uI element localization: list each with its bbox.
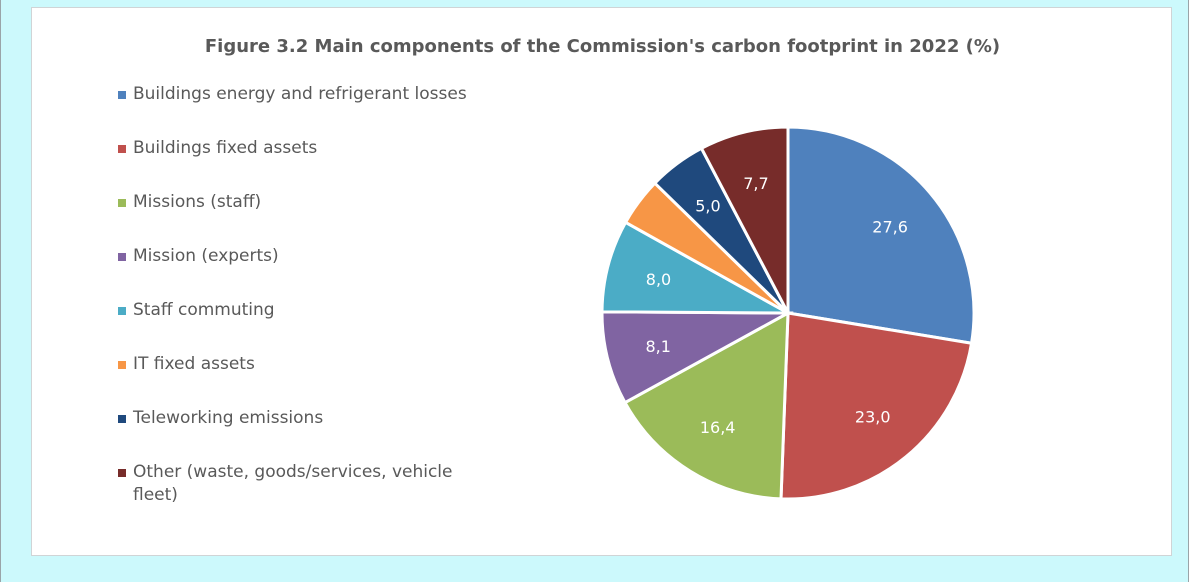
legend-swatch (118, 307, 126, 315)
legend-swatch (118, 415, 126, 423)
data-label-6: 5,0 (695, 197, 720, 216)
legend-swatch (118, 469, 126, 477)
pie-chart: 27,6 23,0 16,4 8,1 8,0 5,0 7,7 (600, 125, 976, 501)
chart-title: Figure 3.2 Main components of the Commis… (204, 36, 1001, 57)
data-label-7: 7,7 (743, 174, 768, 193)
pie-slice-1 (779, 311, 974, 501)
pie-slice-3 (600, 310, 794, 405)
data-label-3: 8,1 (645, 337, 670, 356)
pie-slice-0 (786, 125, 976, 345)
data-label-1: 23,0 (855, 408, 891, 427)
pie-slice-2 (622, 310, 790, 501)
legend-swatch (118, 199, 126, 207)
legend-swatch (118, 253, 126, 261)
legend-swatch (118, 145, 126, 153)
data-label-0: 27,6 (872, 217, 908, 236)
data-label-4: 8,0 (646, 270, 671, 289)
legend-label: IT fixed assets (133, 354, 255, 374)
chart-card: Figure 3.2 Main components of the Commis… (31, 7, 1172, 556)
data-label-2: 16,4 (700, 418, 736, 437)
legend-swatch (118, 91, 126, 99)
legend-label: Other (waste, goods/services, vehicle fl… (133, 462, 453, 505)
legend-swatch (118, 361, 126, 369)
legend-label: Missions (staff) (133, 192, 262, 212)
legend-label: Buildings energy and refrigerant losses (133, 84, 467, 104)
legend-label: Mission (experts) (133, 246, 279, 266)
pie-slice-7 (699, 125, 790, 314)
legend-label: Teleworking emissions (133, 408, 324, 428)
legend-label: Staff commuting (133, 300, 275, 320)
pie-slice-4 (600, 220, 789, 315)
legend-label: Buildings fixed assets (133, 138, 318, 158)
